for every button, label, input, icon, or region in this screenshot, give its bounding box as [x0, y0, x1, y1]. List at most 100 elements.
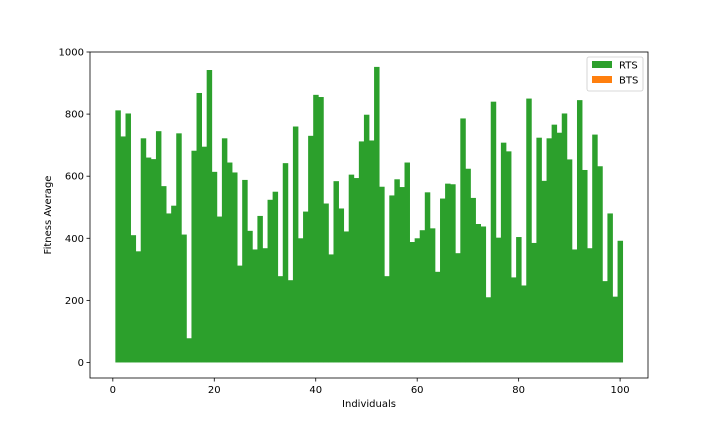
y-tick-label: 1000 — [59, 48, 84, 59]
bar-rts-65 — [440, 198, 446, 363]
bar-rts-97 — [602, 281, 608, 363]
bar-rts-29 — [257, 215, 263, 363]
bar-rts-54 — [384, 276, 390, 363]
bar-rts-57 — [399, 187, 405, 363]
bar-rts-77 — [500, 142, 507, 363]
bar-rts-63 — [429, 228, 436, 363]
x-tick-label: 20 — [208, 385, 221, 396]
bar-rts-59 — [409, 242, 416, 363]
bar-rts-35 — [287, 280, 294, 363]
bar-rts-50 — [363, 114, 370, 363]
bar-rts-92 — [576, 100, 583, 363]
bar-rts-95 — [592, 134, 598, 363]
bar-rts-69 — [460, 118, 466, 363]
bar-rts-7 — [145, 157, 152, 363]
bar-rts-61 — [419, 230, 426, 363]
bar-rts-87 — [551, 124, 558, 363]
bar-rts-24 — [232, 172, 238, 363]
y-tick-label: 0 — [78, 358, 84, 369]
bar-rts-3 — [125, 113, 131, 363]
y-tick-label: 400 — [65, 234, 84, 245]
bar-rts-99 — [612, 296, 618, 363]
plot-frame — [89, 51, 649, 379]
bar-rts-62 — [424, 192, 431, 363]
x-tick-label: 80 — [512, 385, 525, 396]
bar-rts-6 — [140, 138, 147, 363]
bar-rts-53 — [379, 186, 385, 363]
bar-rts-78 — [505, 151, 512, 363]
y-tick-label: 200 — [65, 296, 84, 307]
bar-rts-55 — [389, 195, 395, 363]
bar-rts-45 — [338, 208, 345, 363]
bar-rts-21 — [216, 216, 223, 363]
bar-rts-40 — [313, 94, 319, 363]
bar-rts-71 — [470, 197, 476, 363]
bar-rts-8 — [150, 159, 157, 363]
bar-rts-56 — [394, 179, 400, 363]
bar-rts-94 — [587, 248, 593, 363]
bar-rts-89 — [561, 113, 568, 363]
bar-rts-42 — [323, 203, 329, 363]
bar-rts-48 — [353, 178, 360, 363]
bar-rts-39 — [308, 135, 314, 363]
bar-rts-33 — [277, 276, 284, 363]
bar-rts-43 — [328, 254, 334, 363]
bar-rts-80 — [516, 237, 522, 363]
x-tick-label: 0 — [110, 385, 116, 396]
bar-rts-4 — [130, 235, 137, 363]
bar-rts-90 — [566, 159, 573, 363]
bar-rts-73 — [480, 226, 487, 363]
legend-swatch-bts — [592, 76, 612, 83]
bar-rts-17 — [196, 92, 202, 363]
bar-rts-15 — [186, 338, 192, 363]
bar-rts-19 — [206, 70, 213, 363]
bars-group — [115, 66, 624, 363]
bar-rts-23 — [226, 162, 233, 363]
bar-rts-16 — [191, 150, 197, 363]
bar-rts-82 — [526, 98, 532, 363]
bar-rts-27 — [247, 230, 253, 363]
bar-rts-34 — [282, 163, 289, 363]
bar-rts-100 — [617, 240, 624, 363]
bar-rts-22 — [221, 138, 228, 363]
bar-rts-11 — [166, 213, 172, 363]
bar-rts-64 — [434, 271, 441, 363]
bar-rts-28 — [252, 249, 258, 363]
bar-rts-47 — [348, 174, 355, 363]
x-tick-label: 40 — [309, 385, 322, 396]
bar-rts-36 — [292, 126, 299, 363]
bar-rts-67 — [450, 184, 456, 363]
bar-rts-46 — [343, 231, 350, 363]
bar-rts-52 — [374, 66, 380, 363]
bar-rts-44 — [333, 181, 339, 363]
bar-rts-20 — [211, 171, 218, 363]
bar-rts-51 — [369, 140, 375, 363]
bar-rts-81 — [521, 285, 527, 363]
bar-rts-32 — [272, 191, 279, 363]
x-tick-label: 60 — [411, 385, 424, 396]
legend-swatch-rts — [592, 61, 612, 68]
x-axis-label: Individuals — [342, 399, 396, 410]
bar-rts-66 — [445, 183, 451, 363]
bar-rts-25 — [237, 265, 243, 363]
bar-rts-13 — [176, 133, 182, 363]
bar-rts-2 — [120, 136, 126, 363]
bar-rts-10 — [161, 186, 167, 363]
bar-rts-76 — [495, 237, 502, 363]
bar-rts-38 — [303, 211, 309, 363]
bar-rts-84 — [536, 137, 542, 363]
bar-rts-18 — [201, 146, 208, 363]
bar-rts-68 — [455, 253, 461, 363]
bar-rts-74 — [485, 297, 492, 363]
bar-rts-1 — [115, 110, 121, 363]
y-tick-label: 800 — [65, 110, 84, 121]
bar-rts-86 — [546, 138, 553, 363]
bar-rts-9 — [155, 131, 162, 363]
bar-rts-60 — [414, 238, 421, 363]
bar-rts-14 — [181, 234, 187, 363]
bar-rts-30 — [262, 248, 268, 363]
bar-rts-96 — [597, 166, 603, 363]
bar-rts-79 — [511, 277, 517, 363]
bar-rts-75 — [490, 101, 497, 363]
bar-rts-85 — [541, 180, 547, 363]
